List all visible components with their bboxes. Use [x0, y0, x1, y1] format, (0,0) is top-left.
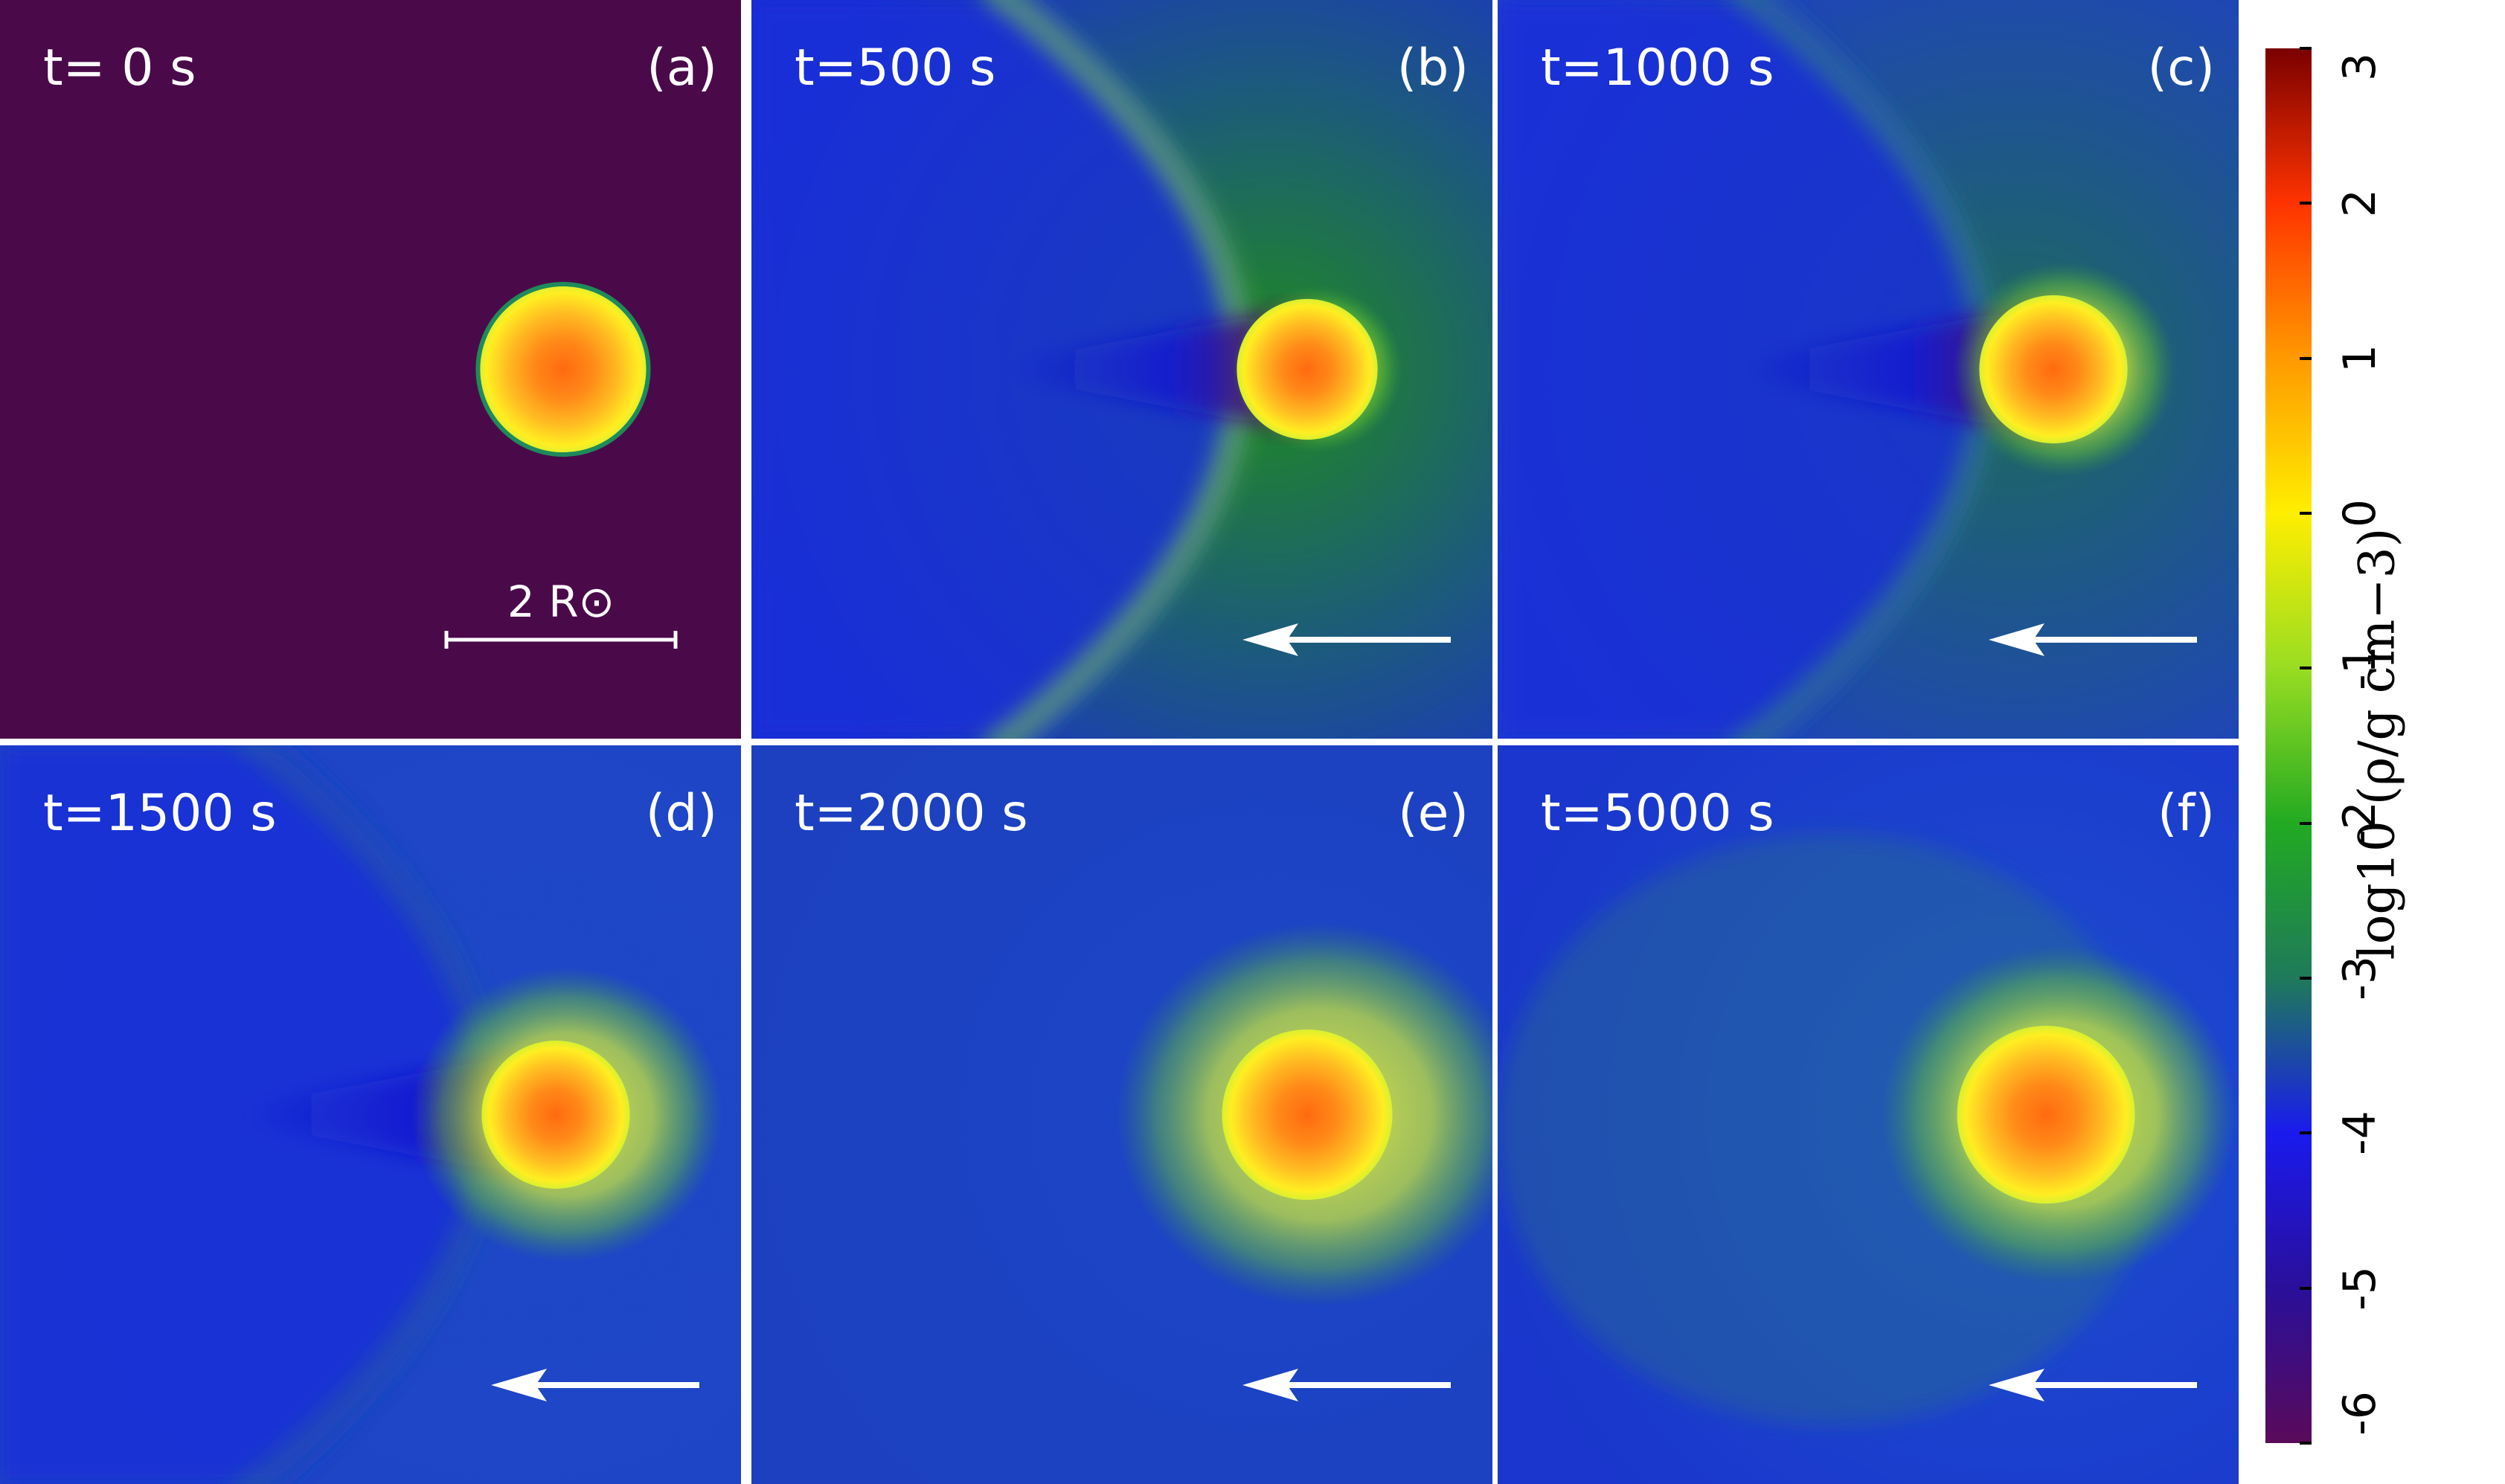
- colorbar-tick: [2300, 47, 2312, 50]
- density-map: [751, 745, 1492, 1484]
- simulation-panel: t= 0 s (a) 2 R⊙: [0, 0, 741, 739]
- colorbar-tick: [2300, 202, 2312, 205]
- star: [1957, 1025, 2135, 1204]
- star: [1237, 298, 1378, 440]
- colorbar-label: log10 (ρ/g cm−3): [2348, 527, 2406, 960]
- panel-letter-label: (d): [645, 784, 717, 843]
- arrow-left-icon: [1989, 623, 2197, 656]
- density-map: [1498, 745, 2239, 1484]
- panel-time-label: t=500 s: [795, 39, 996, 97]
- arrow-left-icon: [1242, 623, 1451, 656]
- colorbar: [2265, 48, 2312, 1443]
- panel-letter-label: (f): [2158, 784, 2215, 843]
- colorbar-tick-label: 3: [2334, 52, 2386, 82]
- star: [481, 1040, 630, 1189]
- colorbar-tick: [2300, 821, 2312, 825]
- scale-bar: 2 R⊙: [443, 576, 679, 651]
- simulation-panel: t=1000 s (c): [1498, 0, 2239, 739]
- panel-time-label: t=5000 s: [1541, 784, 1774, 843]
- colorbar-tick: [2300, 512, 2312, 515]
- panel-time-label: t= 0 s: [43, 39, 196, 97]
- colorbar-tick-label: -6: [2334, 1391, 2386, 1436]
- colorbar-tick-label: -4: [2334, 1111, 2386, 1156]
- colorbar-tick: [2300, 666, 2312, 670]
- simulation-panel: t=5000 s (f): [1498, 745, 2239, 1484]
- wake: [1011, 306, 1307, 433]
- density-map: [1498, 0, 2239, 739]
- panel-time-label: t=2000 s: [795, 784, 1028, 843]
- panel-time-label: t=1000 s: [1541, 39, 1774, 97]
- star: [1979, 295, 2128, 444]
- simulation-panel: t=2000 s (e): [751, 745, 1492, 1484]
- colorbar-tick-label: -5: [2334, 1265, 2386, 1311]
- density-map: [0, 745, 741, 1484]
- arrow-left-icon: [1242, 1369, 1451, 1401]
- arrow-left-icon: [491, 1369, 699, 1401]
- panel-letter-label: (a): [647, 39, 717, 97]
- colorbar-tick-label: 1: [2334, 344, 2386, 373]
- simulation-panel: t=1500 s (d): [0, 745, 741, 1484]
- colorbar-tick: [2300, 1442, 2312, 1445]
- star: [475, 281, 651, 457]
- panel-letter-label: (c): [2147, 39, 2215, 97]
- density-map: [0, 0, 741, 739]
- colorbar-tick: [2300, 1131, 2312, 1135]
- star: [1222, 1029, 1393, 1201]
- panel-time-label: t=1500 s: [43, 784, 277, 843]
- simulation-panel: t=500 s (b): [751, 0, 1492, 739]
- scale-bar-label: 2 R⊙: [507, 576, 615, 627]
- colorbar-tick: [2300, 977, 2312, 980]
- density-map: [751, 0, 1492, 739]
- panel-letter-label: (e): [1398, 784, 1469, 843]
- colorbar-tick: [2300, 1286, 2312, 1290]
- colorbar-tick: [2300, 356, 2312, 360]
- colorbar-tick-label: 2: [2334, 189, 2386, 218]
- arrow-left-icon: [1989, 1369, 2197, 1401]
- panel-letter-label: (b): [1396, 39, 1469, 97]
